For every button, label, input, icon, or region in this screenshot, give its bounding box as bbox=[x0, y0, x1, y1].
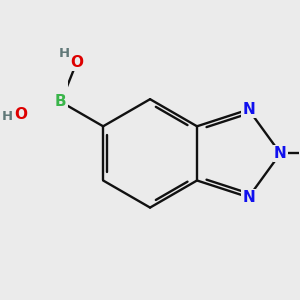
Text: H: H bbox=[2, 110, 13, 123]
Text: N: N bbox=[242, 102, 255, 117]
Text: B: B bbox=[55, 94, 67, 110]
Text: N: N bbox=[242, 190, 255, 205]
Text: N: N bbox=[274, 146, 287, 161]
Text: O: O bbox=[70, 55, 83, 70]
Text: H: H bbox=[59, 47, 70, 60]
Text: O: O bbox=[14, 106, 27, 122]
